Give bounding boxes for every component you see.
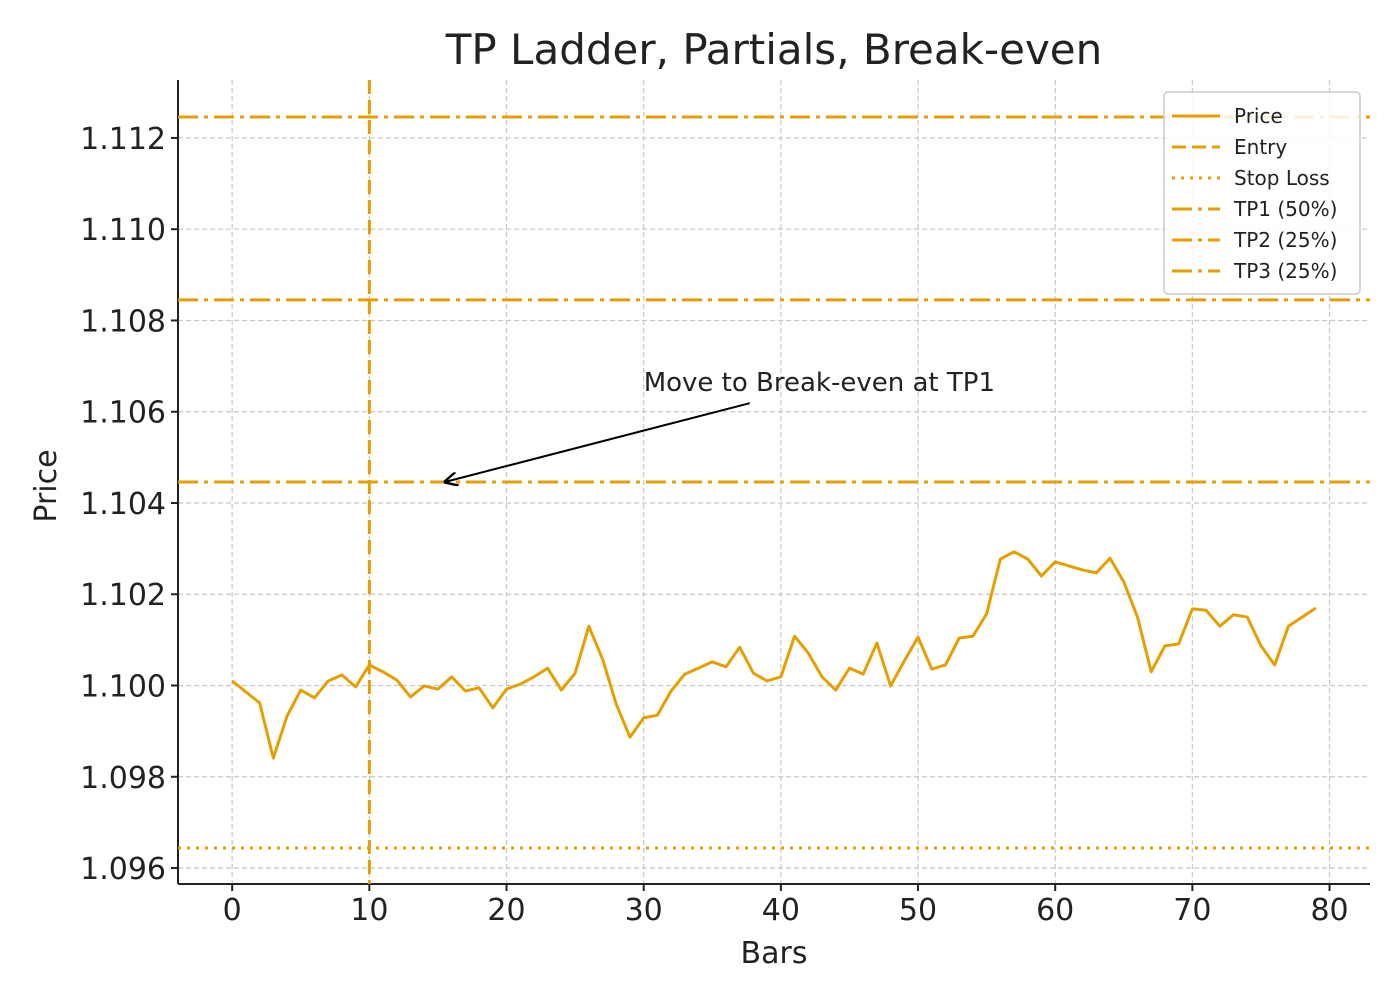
chart-title: TP Ladder, Partials, Break-even [445,25,1103,74]
x-tick-label: 50 [899,893,937,928]
legend-label: TP2 (25%) [1233,228,1337,252]
y-tick-label: 1.112 [80,122,166,157]
y-tick-label: 1.106 [80,396,166,431]
x-tick-label: 80 [1310,893,1348,928]
x-tick-label: 40 [762,893,800,928]
y-tick-label: 1.098 [80,761,166,796]
y-axis-label: Price [29,449,64,522]
legend-label: TP3 (25%) [1233,259,1337,283]
annotation-text: Move to Break-even at TP1 [644,368,995,398]
legend-label: TP1 (50%) [1233,197,1337,221]
y-tick-label: 1.102 [80,578,166,613]
x-tick-label: 10 [350,893,388,928]
x-axis-label: Bars [741,936,808,971]
legend-box [1163,91,1361,295]
x-tick-label: 30 [625,893,663,928]
x-tick-label: 0 [223,893,242,928]
legend: Price Entry Stop Loss TP1 (50%) TP2 (25%) TP3… [1163,91,1361,295]
y-tick-label: 1.108 [80,304,166,339]
legend-label: Stop Loss [1234,166,1330,190]
y-tick-label: 1.096 [80,852,166,887]
x-tick-label: 20 [487,893,525,928]
y-tick-label: 1.104 [80,487,166,522]
x-tick-label: 70 [1173,893,1211,928]
annotation-arrow [445,402,750,482]
legend-label: Price [1234,104,1283,128]
y-tick-label: 1.110 [80,213,166,248]
x-tick-label: 60 [1036,893,1074,928]
price-line [231,550,1317,760]
y-tick-label: 1.100 [80,670,166,705]
legend-label: Entry [1234,135,1287,159]
